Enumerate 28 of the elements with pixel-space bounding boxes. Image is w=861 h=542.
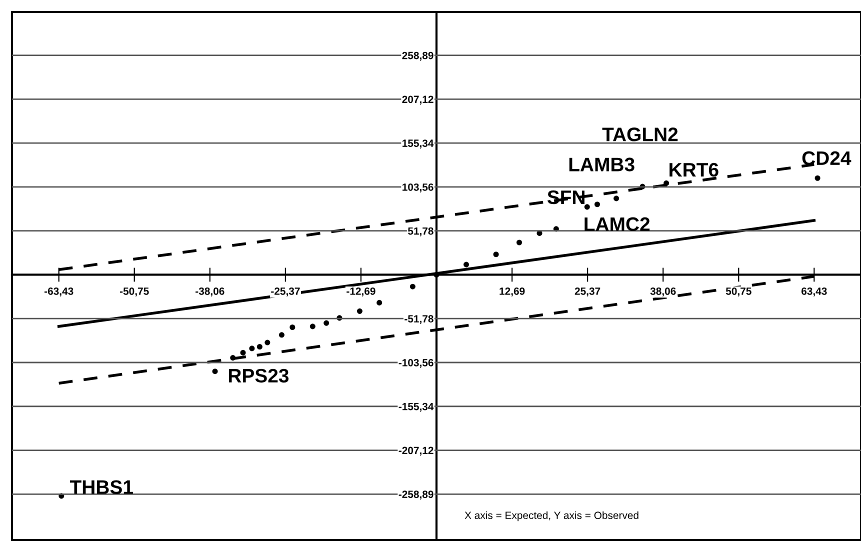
x-tick-label: -38,06 bbox=[196, 288, 224, 296]
y-tick-label: 155,34 bbox=[402, 140, 434, 148]
annotation: LAMB3 bbox=[569, 158, 634, 172]
x-tick-label: -12,69 bbox=[346, 288, 376, 296]
x-tick-label: 25,37 bbox=[574, 288, 600, 296]
y-tick-label: 51,78 bbox=[408, 227, 434, 236]
y-tick-label: -258,89 bbox=[398, 490, 434, 500]
annotation: RPS23 bbox=[228, 368, 289, 383]
x-tick-label: -25,37 bbox=[271, 288, 300, 296]
x-tick-label: 63,43 bbox=[801, 288, 827, 296]
x-tick-label: 12,69 bbox=[500, 288, 525, 296]
y-tick-label: -51,78 bbox=[404, 315, 434, 324]
x-tick-label: -63,43 bbox=[44, 288, 74, 296]
y-tick-label: -155,34 bbox=[398, 402, 434, 412]
y-tick-label: 103,56 bbox=[402, 183, 434, 192]
annotation: LAMC2 bbox=[584, 217, 650, 232]
annotation: CD24 bbox=[802, 151, 852, 166]
annotation: THBS1 bbox=[70, 480, 133, 494]
x-tick-label: -50,75 bbox=[120, 288, 149, 296]
y-tick-label: -207,12 bbox=[398, 446, 434, 456]
annotation: X axis = Expected, Y axis = Observed bbox=[464, 511, 638, 522]
y-tick-label: 258,89 bbox=[402, 52, 434, 61]
y-tick-label: 207,12 bbox=[402, 96, 434, 105]
annotation: KRT6 bbox=[670, 162, 718, 177]
annotation: TAGLN2 bbox=[602, 128, 678, 142]
x-tick-label: 50,75 bbox=[726, 288, 752, 296]
x-tick-label: 38,06 bbox=[650, 288, 676, 296]
y-tick-label: -103,56 bbox=[398, 359, 434, 368]
